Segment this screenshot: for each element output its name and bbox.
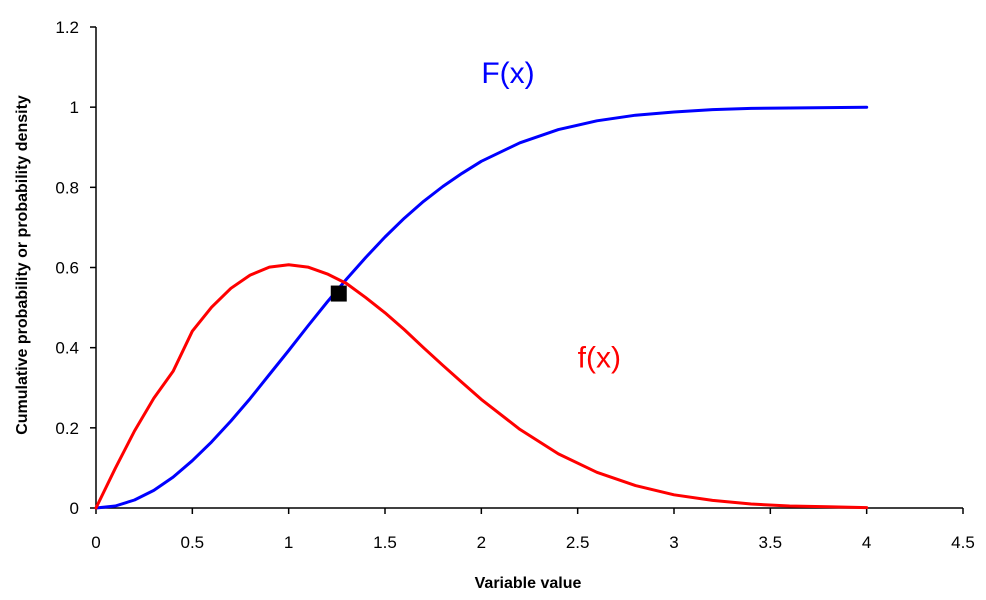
x-tick-label: 0 <box>91 533 100 552</box>
series-line-1 <box>94 263 869 510</box>
x-tick-label: 2 <box>477 533 486 552</box>
series-line-0 <box>94 105 869 510</box>
x-tick-label: 3.5 <box>759 533 783 552</box>
intersection-marker <box>330 285 347 302</box>
marker-layer <box>330 285 347 302</box>
curve-label: F(x) <box>481 57 534 90</box>
x-tick-label: 2.5 <box>566 533 590 552</box>
y-tick-label: 1.2 <box>55 18 79 37</box>
x-tick-label: 1.5 <box>373 533 397 552</box>
x-ticks: 0 0.5 1 1.5 2 2.5 3 3.5 4 4.5 <box>91 508 975 552</box>
series-layer <box>94 105 869 510</box>
x-tick-label: 3 <box>669 533 678 552</box>
y-axis-title: Cumulative probability or probability de… <box>14 95 31 435</box>
y-tick-label: 0.2 <box>55 419 79 438</box>
annotation-layer: F(x) f(x) <box>481 57 621 375</box>
y-tick-label: 0 <box>70 499 79 518</box>
x-tick-label: 1 <box>284 533 293 552</box>
curve-label: f(x) <box>578 342 621 375</box>
x-tick-label: 0.5 <box>181 533 205 552</box>
y-ticks: 0 0.2 0.4 0.6 0.8 1 1.2 <box>55 18 96 518</box>
y-tick-label: 0.4 <box>55 339 79 358</box>
x-axis-title: Variable value <box>475 575 582 592</box>
x-tick-label: 4 <box>862 533 871 552</box>
y-tick-label: 0.8 <box>55 178 79 197</box>
y-tick-label: 0.6 <box>55 259 79 278</box>
x-tick-label: 4.5 <box>951 533 975 552</box>
y-tick-label: 1 <box>70 98 79 117</box>
